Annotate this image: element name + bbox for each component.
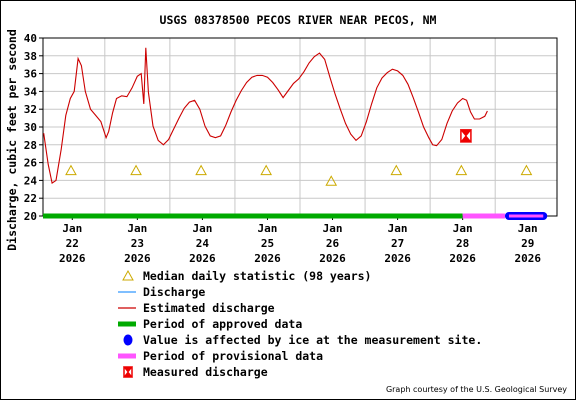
legend-symbol-bar <box>118 321 136 327</box>
y-tick-label: 34 <box>24 85 38 98</box>
measured-discharge-marker-box <box>460 129 472 143</box>
y-tick-label: 40 <box>24 32 37 45</box>
discharge-series <box>43 47 488 185</box>
x-tick-label: 25 <box>261 237 274 250</box>
x-tick-label: Jan <box>258 222 278 235</box>
legend-label: Value is affected by ice at the measurem… <box>143 333 482 347</box>
median-triangle <box>325 175 338 186</box>
legend-symbol-measured-box <box>123 366 133 378</box>
x-tick-label: 27 <box>391 237 404 250</box>
provisional-period-bar <box>462 213 505 219</box>
approved-period-bar <box>43 213 463 219</box>
x-tick-label: 26 <box>326 237 340 250</box>
grid-lines <box>43 38 557 216</box>
x-tick-label: 28 <box>456 237 469 250</box>
legend-symbol-bar <box>118 353 136 359</box>
median-triangle <box>455 164 468 176</box>
x-tick-label: Jan <box>192 222 212 235</box>
median-triangle <box>130 164 142 176</box>
legend-label: Discharge <box>143 285 205 299</box>
y-tick-label: 24 <box>24 174 38 187</box>
median-triangle <box>65 164 77 176</box>
x-tick-label: 2026 <box>189 252 216 265</box>
x-tick-label: 22 <box>66 237 79 250</box>
measured-markers <box>459 129 472 143</box>
x-tick-label: 2026 <box>254 252 281 265</box>
legend-label: Measured discharge <box>143 365 268 379</box>
period-bars <box>43 212 548 220</box>
legend-label: Median daily statistic (98 years) <box>143 269 371 283</box>
x-tick-label: 2026 <box>59 252 86 265</box>
legend-symbol-measured <box>122 366 134 378</box>
median-triangle <box>520 164 533 176</box>
x-tick-label: Jan <box>323 222 343 235</box>
credit-text: Graph courtesy of the U.S. Geological Su… <box>386 385 567 394</box>
x-tick-label: 2026 <box>319 252 346 265</box>
y-tick-label: 38 <box>24 50 37 63</box>
x-tick-label: Jan <box>127 222 147 235</box>
x-tick-label: Jan <box>388 222 408 235</box>
measured-discharge-marker <box>459 129 472 143</box>
legend-symbol-dot <box>123 334 133 346</box>
ice-affected-bar-core <box>508 214 544 218</box>
y-tick-label: 26 <box>24 157 38 170</box>
x-tick-label: 29 <box>521 237 534 250</box>
x-tick-label: Jan <box>62 222 82 235</box>
median-triangle <box>195 164 207 176</box>
y-tick-labels: 20 22 24 26 28 30 32 34 36 38 40 <box>24 32 43 223</box>
x-tick-label: 2026 <box>514 252 541 265</box>
y-tick-label: 22 <box>24 192 37 205</box>
x-tick-label: 2026 <box>384 252 411 265</box>
legend-label: Estimated discharge <box>143 301 275 315</box>
y-tick-label: 36 <box>24 68 38 81</box>
x-tick-label: 23 <box>131 237 144 250</box>
y-axis-label: Discharge, cubic feet per second <box>5 29 19 251</box>
median-triangle <box>260 164 273 176</box>
y-tick-label: 32 <box>24 103 37 116</box>
x-tick-labels: Jan 22 2026 Jan 23 2026 Jan 24 2026 Jan 25 2026 Jan 2… <box>59 216 541 265</box>
legend-label: Period of approved data <box>143 317 302 331</box>
x-tick-label: 2026 <box>449 252 476 265</box>
y-tick-label: 20 <box>24 210 37 223</box>
estimated-discharge-line <box>43 47 488 185</box>
median-markers <box>65 164 533 186</box>
y-tick-label: 28 <box>24 139 37 152</box>
x-tick-label: Jan <box>453 222 473 235</box>
x-tick-label: 2026 <box>124 252 151 265</box>
x-tick-label: Jan <box>518 222 538 235</box>
median-triangle <box>390 164 403 176</box>
y-tick-label: 30 <box>24 121 37 134</box>
legend: Median daily statistic (98 years) Dischar… <box>118 269 482 379</box>
chart-title: USGS 08378500 PECOS RIVER NEAR PECOS, NM <box>160 13 437 27</box>
legend-symbol-median <box>122 269 134 281</box>
x-tick-label: 24 <box>196 237 210 250</box>
legend-label: Period of provisional data <box>143 349 323 363</box>
